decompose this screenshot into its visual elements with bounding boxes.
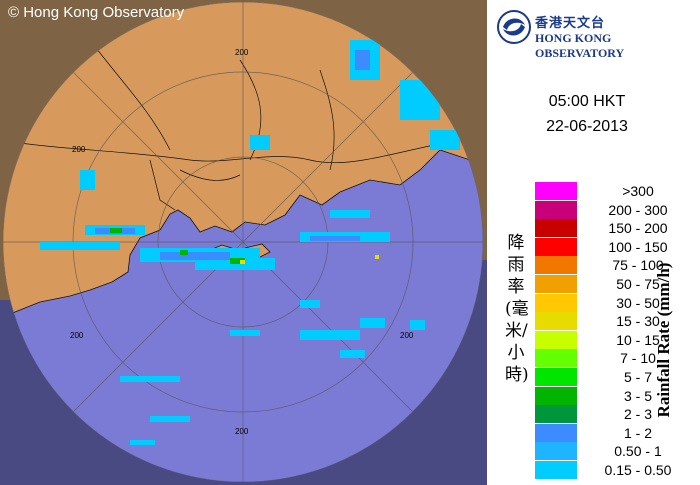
legend-label: >300: [622, 183, 654, 199]
legend-label: 30 - 50: [616, 294, 660, 311]
legend-label: 150 - 200: [608, 220, 668, 237]
legend-label: 50 - 75: [616, 276, 660, 292]
legend-row: 5 - 7: [535, 368, 695, 386]
observation-date: 22-06-2013: [546, 118, 628, 135]
legend-title-chinese: 降雨率(毫米/小時): [505, 233, 529, 385]
legend-swatch: [535, 312, 577, 331]
hko-emblem-icon: [497, 10, 531, 44]
legend-label: 0.50 - 1: [614, 443, 662, 460]
legend-swatch: [535, 200, 577, 219]
ring-label-top: 200: [235, 48, 249, 57]
legend-label: 7 - 10: [620, 350, 656, 367]
legend-row: 3 - 5: [535, 386, 695, 405]
legend-swatch: [535, 330, 577, 349]
legend-row: 75 - 100: [535, 256, 695, 275]
legend-swatch: [535, 237, 577, 256]
legend-label: 200 - 300: [608, 201, 668, 218]
radar-map: 200 200 200 200 200: [0, 0, 487, 485]
legend-row: 30 - 50: [535, 293, 695, 312]
legend-swatch: [535, 182, 577, 200]
legend-swatch: [535, 423, 577, 442]
legend-row: 15 - 30: [535, 312, 695, 331]
legend-swatch: [535, 442, 577, 461]
legend-row: 150 - 200: [535, 219, 695, 238]
legend-row: 100 - 150: [535, 237, 695, 256]
hko-logo: 香港天文台 HONG KONG OBSERVATORY: [497, 6, 697, 60]
legend-row: 10 - 15: [535, 330, 695, 349]
legend-row: 0.50 - 1: [535, 442, 695, 461]
ring-label-bottom: 200: [235, 427, 249, 436]
legend-swatch: [535, 461, 577, 479]
legend-label: 100 - 150: [608, 238, 668, 255]
legend-row: 0.15 - 0.50: [535, 461, 695, 479]
legend-row: 50 - 75: [535, 275, 695, 293]
ring-label-left: 200: [70, 331, 84, 340]
legend-row: >300: [535, 182, 695, 200]
ring-label-upper-left: 200: [72, 145, 86, 154]
legend-label: 0.15 - 0.50: [604, 462, 672, 478]
observation-time: 05:00 HKT: [548, 93, 626, 110]
legend-swatch: [535, 386, 577, 405]
legend-swatch: [535, 405, 577, 424]
legend-row: 7 - 10: [535, 349, 695, 368]
legend-label: 10 - 15: [616, 331, 660, 348]
ring-label-right: 200: [400, 331, 414, 340]
logo-english-name: HONG KONG OBSERVATORY: [535, 31, 625, 60]
legend-label: 2 - 3: [623, 406, 652, 423]
logo-chinese-name: 香港天文台: [535, 16, 606, 31]
legend-label: 3 - 5: [623, 387, 652, 404]
legend-swatch: [535, 219, 577, 238]
info-panel: 香港天文台 HONG KONG OBSERVATORY 05:00 HKT 22…: [487, 0, 700, 485]
copyright-notice: © Hong Kong Observatory: [8, 4, 185, 21]
legend-row: 2 - 3: [535, 405, 695, 424]
legend-swatch: [535, 293, 577, 312]
legend-label: 1 - 2: [623, 424, 652, 441]
legend-swatch: [535, 349, 577, 368]
legend-swatch: [535, 368, 577, 386]
legend-label: 15 - 30: [616, 313, 660, 330]
legend-swatch: [535, 275, 577, 293]
legend-row: 200 - 300: [535, 200, 695, 219]
legend-row: 1 - 2: [535, 423, 695, 442]
range-ring-labels: 200 200 200 200 200: [70, 48, 414, 436]
legend-swatch: [535, 256, 577, 275]
legend-label: 75 - 100: [612, 257, 664, 274]
legend-label: 5 - 7: [623, 369, 652, 385]
